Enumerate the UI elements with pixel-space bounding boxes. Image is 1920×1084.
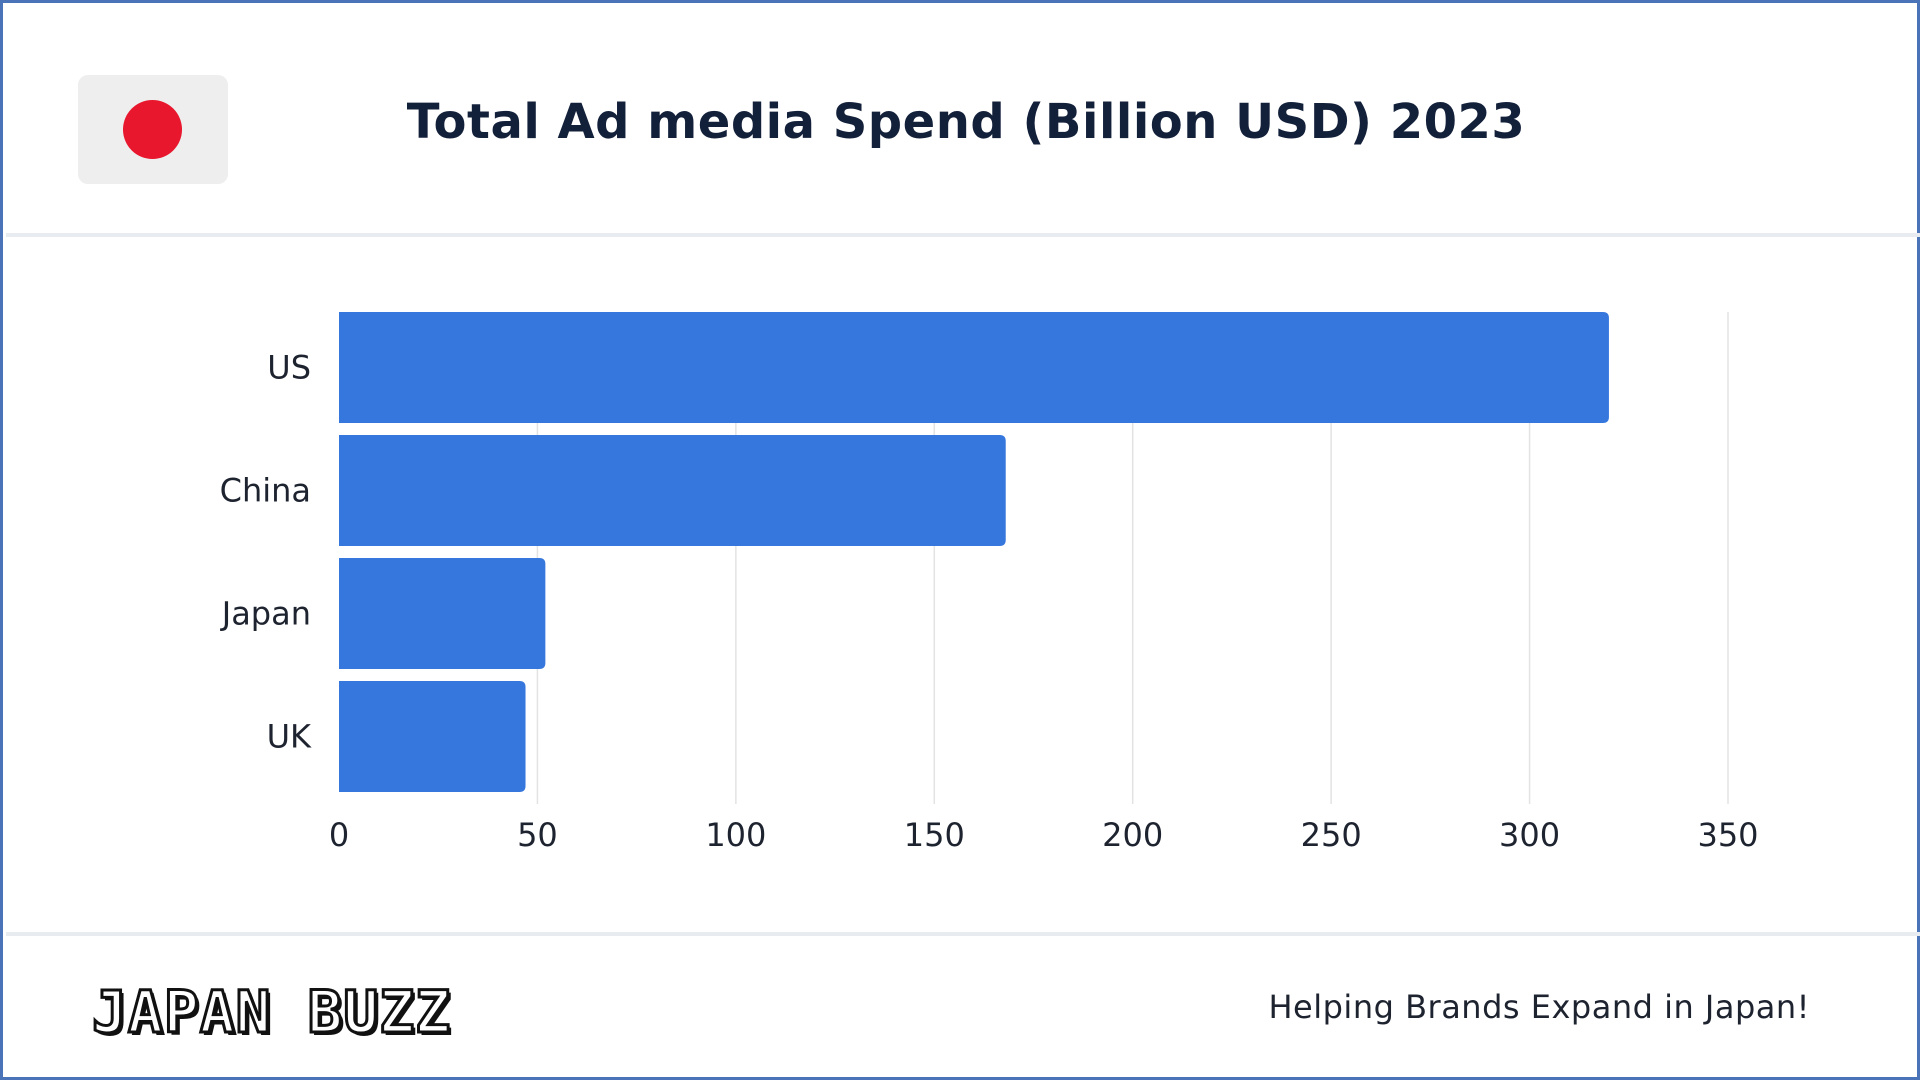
- bar-uk: [339, 681, 526, 792]
- chart-title: Total Ad media Spend (Billion USD) 2023: [406, 94, 1526, 150]
- category-label: UK: [267, 718, 312, 756]
- x-tick-label: 50: [517, 816, 558, 854]
- chart-area: US China Japan UK 0 50 100 150 200 250 300 350: [3, 237, 1920, 932]
- category-label: US: [267, 349, 311, 387]
- bar-us: [339, 312, 1609, 423]
- flag-box: [78, 75, 228, 184]
- category-label: China: [220, 472, 311, 510]
- x-tick-label: 350: [1697, 816, 1758, 854]
- footer: JAPAN BUZZ Helping Brands Expand in Japa…: [6, 932, 1920, 1084]
- x-tick-label: 250: [1301, 816, 1362, 854]
- x-tick-label: 200: [1102, 816, 1163, 854]
- x-tick-label: 150: [904, 816, 965, 854]
- x-tick-label: 300: [1499, 816, 1560, 854]
- category-label: Japan: [220, 595, 311, 633]
- tagline: Helping Brands Expand in Japan!: [1268, 988, 1810, 1026]
- bar-china: [339, 435, 1006, 546]
- header: Total Ad media Spend (Billion USD) 2023: [6, 6, 1920, 237]
- bar-chart: US China Japan UK 0 50 100 150 200 250 300 350: [220, 312, 1759, 854]
- brand-logo: JAPAN BUZZ: [90, 977, 452, 1048]
- x-tick-label: 100: [705, 816, 766, 854]
- bar-japan: [339, 558, 546, 669]
- japan-flag-icon: [123, 100, 182, 159]
- x-tick-label: 0: [329, 816, 349, 854]
